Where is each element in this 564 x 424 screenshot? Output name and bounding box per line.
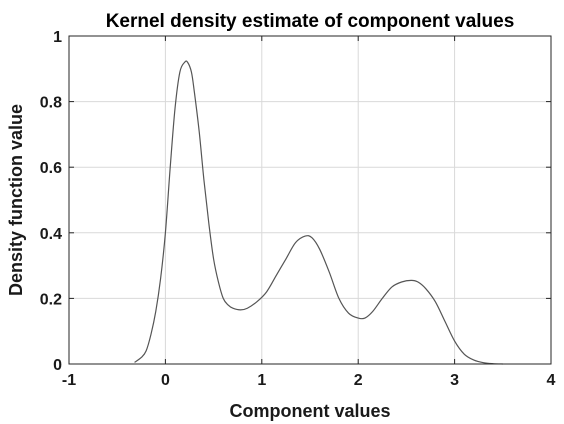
chart-title: Kernel density estimate of component val… [106,11,515,32]
y-tick-label: 1 [53,29,62,46]
y-tick-label: 0.2 [40,291,62,308]
x-tick-label: -1 [62,372,76,389]
y-axis-label: Density function value [6,104,26,296]
ticks: -1 0 1 2 3 400.20.40.60.81 [40,29,556,389]
y-tick-label: 0.6 [40,160,62,177]
x-tick-label: 2 [354,372,363,389]
x-axis-label: Component values [229,401,390,421]
x-tick-label: 0 [161,372,170,389]
density-curve [134,60,503,365]
y-tick-label: 0.8 [40,95,62,112]
y-tick-label: 0.4 [40,226,62,243]
y-tick-label: 0 [53,357,62,374]
grid [69,36,551,364]
x-tick-label: 4 [547,372,556,389]
series-layer [134,60,503,365]
plot-area-frame [68,35,552,365]
x-tick-label: 1 [257,372,266,389]
x-tick-label: 3 [450,372,459,389]
